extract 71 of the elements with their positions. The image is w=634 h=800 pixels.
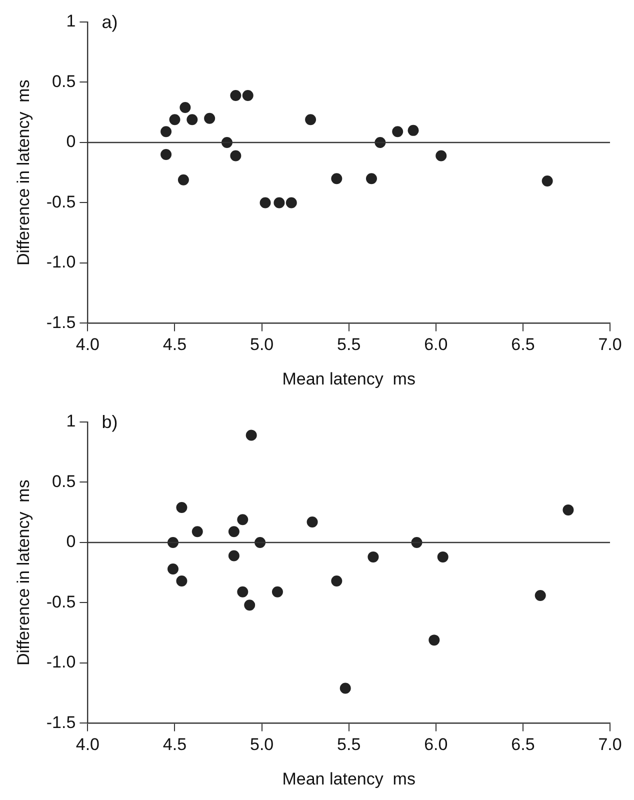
point	[274, 197, 285, 208]
point	[160, 149, 172, 160]
x-axis-title: Mean latency ms	[282, 369, 416, 388]
y-tick-label: 1	[66, 12, 76, 31]
point	[260, 197, 271, 208]
y-tick-label: -0.5	[46, 192, 76, 212]
point	[230, 150, 242, 162]
point	[228, 550, 240, 562]
point	[340, 682, 351, 694]
x-tick-label: 6.0	[424, 335, 448, 354]
x-tick-label: 5.5	[337, 335, 361, 354]
x-tick-label: 4.0	[76, 335, 100, 354]
x-tick-label: 6.0	[424, 735, 448, 754]
point	[244, 600, 256, 611]
point	[176, 576, 188, 587]
point	[436, 150, 447, 162]
point	[228, 526, 240, 538]
point	[305, 114, 316, 126]
point	[204, 112, 216, 124]
y-axis-title: Difference in latency ms	[14, 480, 33, 666]
point	[176, 502, 188, 514]
point	[237, 514, 248, 526]
point	[408, 124, 419, 136]
x-tick-label: 4.5	[162, 735, 187, 754]
y-tick-label: 0.5	[52, 472, 76, 491]
point	[246, 430, 257, 441]
y-tick-label: -0.5	[46, 592, 76, 612]
x-tick-label: 7.0	[598, 335, 622, 354]
point	[160, 126, 172, 138]
point	[392, 126, 404, 138]
point	[180, 102, 191, 114]
point	[169, 114, 180, 126]
point	[237, 586, 248, 598]
y-tick-label: -1.5	[46, 712, 76, 732]
point	[306, 516, 318, 528]
y-tick-label: 0.5	[52, 72, 76, 91]
x-tick-label: 5.0	[250, 335, 274, 354]
x-tick-label: 7.0	[598, 735, 622, 754]
point	[331, 576, 342, 587]
point	[178, 174, 189, 186]
y-tick-label: -1.5	[46, 312, 76, 332]
x-tick-label: 6.5	[511, 735, 535, 754]
x-tick-label: 4.5	[162, 335, 187, 354]
point	[230, 90, 242, 101]
x-tick-label: 5.0	[250, 735, 274, 754]
point	[428, 634, 440, 646]
point	[242, 90, 254, 101]
y-tick-label: 0	[66, 132, 76, 152]
point	[272, 586, 283, 598]
point	[168, 563, 179, 574]
point	[366, 173, 377, 184]
x-tick-label: 4.0	[76, 735, 100, 754]
annotation: b)	[102, 412, 118, 432]
point	[368, 551, 379, 562]
annotation: a)	[102, 12, 118, 32]
y-tick-label: 0	[66, 532, 76, 552]
y-axis-title: Difference in latency ms	[14, 80, 33, 266]
point	[192, 526, 203, 538]
point	[186, 114, 198, 126]
point	[331, 173, 342, 184]
point	[534, 590, 546, 601]
x-axis-title: Mean latency ms	[282, 769, 416, 788]
y-tick-label: -1.0	[46, 652, 76, 672]
point	[542, 176, 553, 187]
point	[437, 551, 448, 562]
y-tick-label: -1.0	[46, 252, 76, 272]
y-tick-label: 1	[66, 412, 76, 431]
point	[286, 197, 297, 208]
point	[562, 504, 574, 516]
x-tick-label: 6.5	[511, 335, 535, 354]
x-tick-label: 5.5	[337, 735, 361, 754]
